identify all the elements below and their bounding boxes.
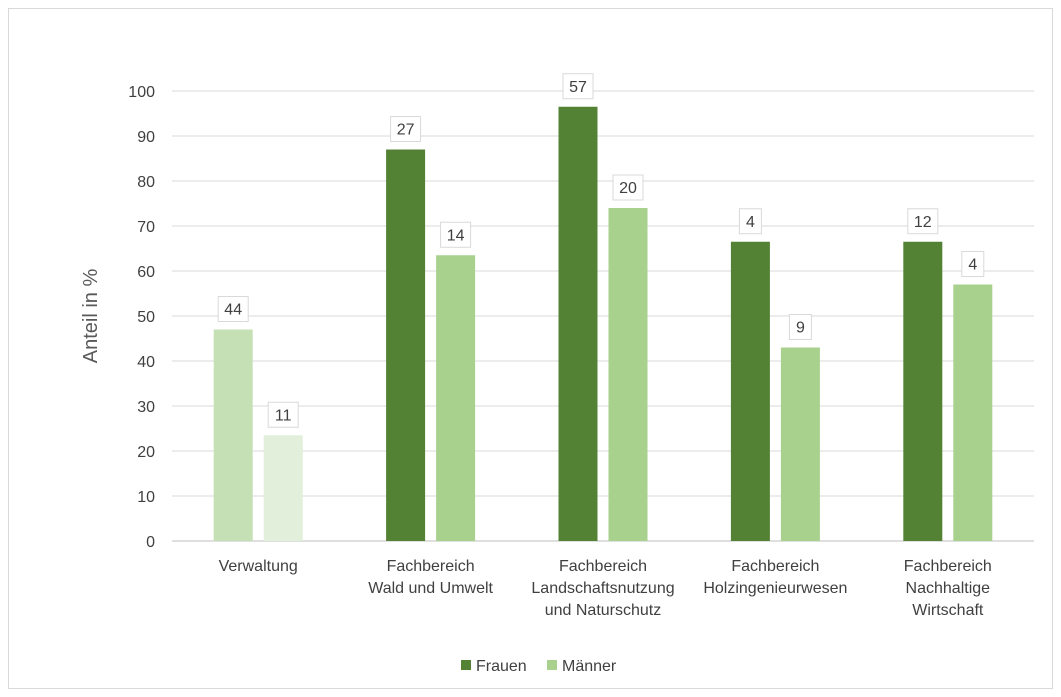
legend-swatch-maenner — [547, 660, 557, 670]
legend-swatch-frauen — [461, 660, 471, 670]
bar-frauen — [558, 106, 598, 541]
y-tick-label: 100 — [128, 84, 155, 101]
chart-frame: 0 10 20 30 40 50 60 70 80 90 100 Anteil in % 44 11 2… — [8, 8, 1053, 689]
x-axis-labels: Verwaltung Fachbereich Wald und Umwelt Fach… — [219, 558, 992, 619]
y-tick-label: 80 — [137, 174, 155, 191]
y-axis-label: Anteil in % — [80, 269, 102, 364]
bar-maenner — [263, 435, 303, 541]
x-tick-label: Wirtschaft — [912, 602, 984, 619]
data-label: 20 — [619, 180, 637, 197]
gridlines — [172, 90, 1034, 542]
x-tick-label: Holzingenieurwesen — [703, 580, 847, 597]
data-label-box — [390, 116, 422, 142]
y-axis-ticks: 0 10 20 30 40 50 60 70 80 90 100 — [128, 84, 155, 551]
x-tick-label: Fachbereich — [387, 558, 475, 575]
data-label-box — [612, 174, 644, 201]
x-tick-label: Landschaftsnutzung — [531, 580, 674, 597]
data-label: 44 — [224, 302, 242, 319]
legend: Frauen Männer — [461, 658, 617, 675]
x-tick-label: Fachbereich — [731, 558, 819, 575]
data-label: 11 — [275, 407, 292, 424]
data-label: 12 — [914, 214, 932, 231]
y-tick-label: 0 — [146, 534, 155, 551]
bar-frauen — [730, 241, 770, 541]
y-tick-label: 50 — [137, 309, 155, 326]
data-label: 14 — [447, 227, 465, 244]
data-label: 9 — [796, 320, 805, 337]
data-label-box — [440, 221, 472, 248]
data-labels: 44 11 27 14 57 20 4 9 12 4 — [217, 73, 985, 428]
data-label-box — [961, 251, 985, 277]
x-tick-label: Fachbereich — [904, 558, 992, 575]
bar-maenner — [780, 347, 820, 541]
bar-frauen — [903, 241, 943, 541]
bar-frauen — [213, 329, 253, 541]
data-label-box — [267, 401, 299, 428]
data-label: 57 — [569, 79, 587, 96]
y-tick-label: 70 — [137, 219, 155, 236]
x-tick-label: und Naturschutz — [545, 602, 662, 619]
x-tick-label: Wald und Umwelt — [368, 580, 493, 597]
x-tick-label: Fachbereich — [559, 558, 647, 575]
y-tick-label: 30 — [137, 399, 155, 416]
bar-maenner — [608, 208, 648, 541]
data-label: 4 — [968, 257, 977, 274]
y-tick-label: 90 — [137, 129, 155, 146]
y-tick-label: 40 — [137, 354, 155, 371]
data-label: 4 — [746, 214, 755, 231]
data-label-box — [562, 73, 594, 100]
legend-label: Frauen — [476, 658, 527, 675]
bar-frauen — [386, 149, 426, 541]
x-tick-label: Nachhaltige — [906, 580, 991, 597]
y-tick-label: 20 — [137, 444, 155, 461]
x-tick-label: Verwaltung — [219, 558, 298, 575]
bar-maenner — [436, 255, 476, 541]
data-label: 27 — [397, 122, 415, 139]
data-label-box — [788, 314, 812, 340]
data-label-box — [738, 208, 762, 235]
data-label-box — [907, 208, 939, 235]
data-label-box — [217, 296, 249, 322]
y-tick-label: 10 — [137, 489, 155, 506]
legend-label: Männer — [562, 658, 617, 675]
bars — [213, 106, 993, 541]
y-tick-label: 60 — [137, 264, 155, 281]
bar-maenner — [953, 284, 993, 541]
